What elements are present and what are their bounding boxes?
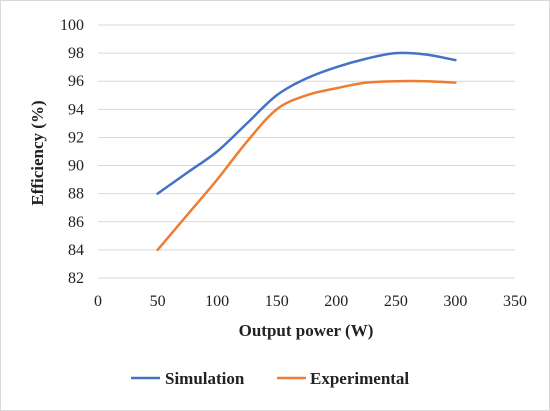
x-tick-label: 50 [150,293,166,310]
y-tick-label: 94 [68,101,84,118]
x-tick-label: 150 [265,293,289,310]
x-axis-label: Output power (W) [239,321,374,340]
y-tick-label: 100 [60,17,84,34]
series-line-simulation [156,51,457,195]
legend-label-experimental: Experimental [310,369,409,388]
x-tick-label: 200 [324,293,348,310]
x-tick-label: 250 [384,293,408,310]
x-tick-label: 300 [443,293,467,310]
x-tick-label: 350 [503,293,527,310]
x-tick-label: 100 [205,293,229,310]
y-tick-label: 92 [68,129,84,146]
y-tick-label: 84 [68,242,84,259]
y-tick-labels: 82 84 86 88 90 92 94 96 98 100 [60,17,84,287]
y-tick-label: 82 [68,270,84,287]
legend-label-simulation: Simulation [165,369,245,388]
y-axis-label: Efficiency (%) [28,100,47,205]
y-tick-label: 96 [68,73,84,90]
y-tick-label: 88 [68,186,84,203]
series-lines [156,51,457,252]
gridlines [98,24,515,279]
y-tick-label: 90 [68,158,84,175]
series-line-experimental [156,79,457,252]
y-tick-label: 86 [68,214,84,231]
x-tick-labels: 0 50 100 150 200 250 300 350 [94,293,527,310]
legend: Simulation Experimental [131,369,409,388]
x-tick-label: 0 [94,293,102,310]
y-tick-label: 98 [68,45,84,62]
